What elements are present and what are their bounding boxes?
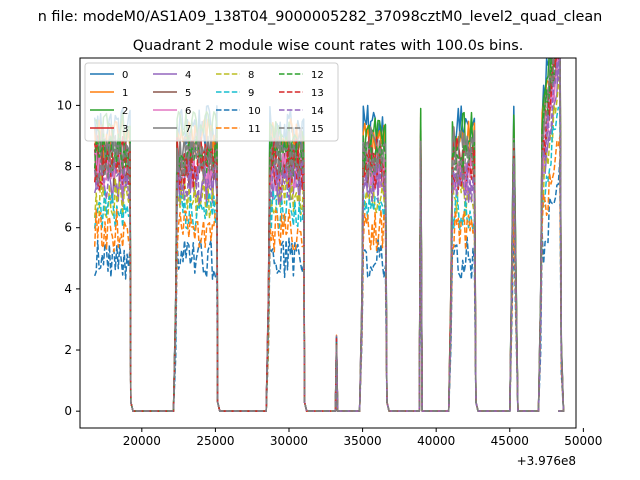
x-tick-label: 20000: [123, 434, 161, 448]
legend-label: 6: [185, 106, 191, 117]
y-tick-label: 0: [64, 404, 72, 418]
legend-label: 2: [122, 106, 128, 117]
legend-label: 13: [311, 88, 324, 99]
legend-label: 8: [248, 70, 254, 81]
legend-label: 14: [311, 106, 324, 117]
legend-label: 11: [248, 124, 261, 135]
legend-label: 9: [248, 88, 254, 99]
x-tick-label: 50000: [564, 434, 602, 448]
legend-label: 4: [185, 70, 191, 81]
x-tick-label: 45000: [491, 434, 529, 448]
legend-label: 1: [122, 88, 128, 99]
chart-suptitle: n file: modeM0/AS1A09_138T04_9000005282_…: [38, 9, 603, 25]
legend-label: 15: [311, 124, 324, 135]
x-tick-label: 30000: [270, 434, 308, 448]
plot-area: [79, 57, 577, 429]
x-axis: 20000 25000 30000 35000 40000 45000 50000: [123, 428, 602, 448]
legend-box: [84, 62, 339, 142]
legend-label: 0: [122, 70, 128, 81]
x-tick-label: 35000: [343, 434, 381, 448]
legend-label: 5: [185, 88, 191, 99]
chart-title: Quadrant 2 module wise count rates with …: [133, 38, 524, 54]
y-tick-label: 10: [57, 98, 72, 112]
x-tick-label: 25000: [196, 434, 234, 448]
y-tick-label: 6: [64, 221, 72, 235]
x-axis-offset-label: +3.976e8: [517, 454, 576, 468]
x-tick-label: 40000: [417, 434, 455, 448]
series-line-15: [93, 58, 565, 412]
axes-frame: [79, 57, 577, 429]
legend-label: 3: [122, 124, 128, 135]
y-tick-label: 4: [64, 282, 72, 296]
y-tick-label: 8: [64, 160, 72, 174]
y-tick-label: 2: [64, 343, 72, 357]
legend-label: 7: [185, 124, 191, 135]
legend-label: 12: [311, 70, 324, 81]
y-axis: 0 2 4 6 8 10: [57, 98, 80, 418]
legend-label: 10: [248, 106, 261, 117]
